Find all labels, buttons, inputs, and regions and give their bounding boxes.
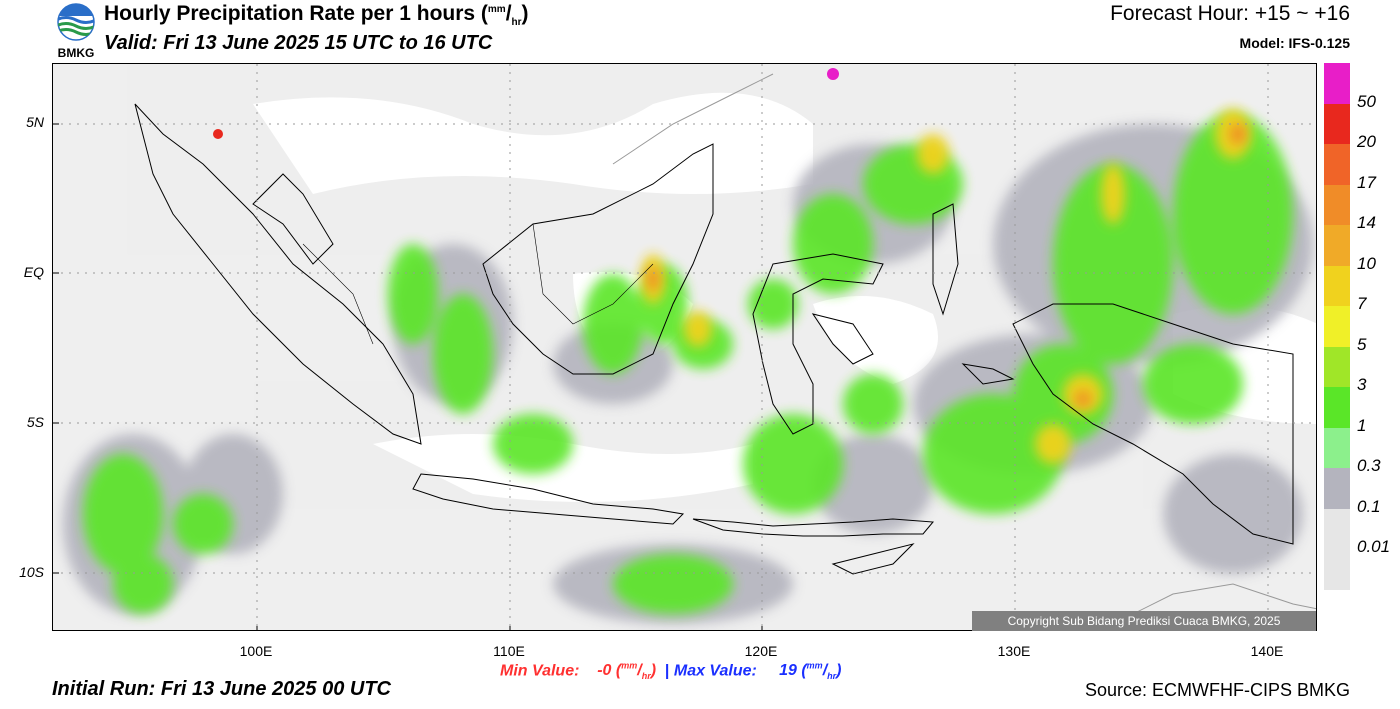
- lat-label-eq: EQ: [23, 264, 44, 280]
- copyright-notice: Copyright Sub Bidang Prediksi Cuaca BMKG…: [972, 611, 1316, 631]
- legend-swatch: [1324, 387, 1350, 428]
- legend-swatch: [1324, 346, 1350, 388]
- legend-swatch: [1324, 427, 1350, 469]
- precip-peak-layer: [647, 124, 1246, 407]
- legend-label: 5: [1357, 334, 1367, 354]
- legend-label: 10: [1357, 253, 1376, 273]
- svg-text:BMKG: BMKG: [58, 46, 95, 60]
- min-max-values: Min Value: -0 (mm/hr) | Max Value: 19 (m…: [500, 661, 841, 682]
- legend-label: 3: [1357, 375, 1367, 395]
- legend-swatch: [1324, 265, 1350, 307]
- legend-swatch: [1324, 549, 1350, 590]
- max-value: 19 (mm/hr): [779, 661, 842, 682]
- min-value: -0 (mm/hr): [597, 661, 657, 682]
- legend-label: 0.01: [1357, 537, 1391, 557]
- lat-label-5s: 5S: [26, 414, 44, 430]
- legend-swatch: [1324, 468, 1350, 509]
- precipitation-map: [52, 63, 1317, 631]
- lon-label-100e: 100E: [239, 643, 273, 659]
- legend-label: 1: [1357, 415, 1367, 435]
- min-value-label: Min Value:: [500, 662, 580, 680]
- legend-label: 17: [1357, 172, 1376, 192]
- lat-label-5n: 5N: [26, 114, 44, 130]
- map-title: Hourly Precipitation Rate per 1 hours (m…: [104, 2, 529, 29]
- data-source: Source: ECMWFHF-CIPS BMKG: [1084, 680, 1350, 700]
- legend-label: 14: [1357, 213, 1376, 233]
- legend-label: 20: [1357, 132, 1376, 152]
- legend-label: 0.3: [1357, 456, 1381, 476]
- forecast-hour: Forecast Hour: +15 ~ +16: [1110, 2, 1350, 25]
- valid-time: Valid: Fri 13 June 2025 15 UTC to 16 UTC: [104, 32, 493, 54]
- legend-swatch: [1324, 184, 1350, 226]
- lon-label-110e: 110E: [493, 643, 525, 659]
- precip-green-layer: [83, 114, 1293, 614]
- initial-run: Initial Run: Fri 13 June 2025 00 UTC: [52, 678, 391, 700]
- legend-label: 7: [1357, 294, 1367, 314]
- lon-label-120e: 120E: [744, 643, 778, 659]
- legend-swatch: [1324, 508, 1350, 550]
- legend-swatch: [1324, 144, 1350, 185]
- stats-separator: |: [664, 662, 670, 680]
- legend-swatch: [1324, 103, 1350, 145]
- legend-swatch: [1324, 306, 1350, 347]
- precip-spot: [827, 68, 839, 80]
- legend-swatch: [1324, 63, 1350, 104]
- graticule: [53, 64, 1316, 630]
- lon-label-130e: 130E: [997, 643, 1031, 659]
- max-value-label: Max Value:: [673, 662, 757, 680]
- legend-colorbar: [1324, 63, 1350, 590]
- model-name: Model: IFS-0.125: [1239, 35, 1350, 51]
- legend-label: 0.1: [1357, 496, 1381, 516]
- legend-swatch: [1324, 225, 1350, 266]
- lon-label-140e: 140E: [1250, 643, 1284, 659]
- precip-spot: [213, 129, 223, 139]
- coastlines: [134, 73, 1316, 625]
- lat-label-10s: 10S: [19, 564, 44, 580]
- legend-label: 50: [1357, 91, 1376, 111]
- bmkg-logo: BMKG: [52, 0, 100, 60]
